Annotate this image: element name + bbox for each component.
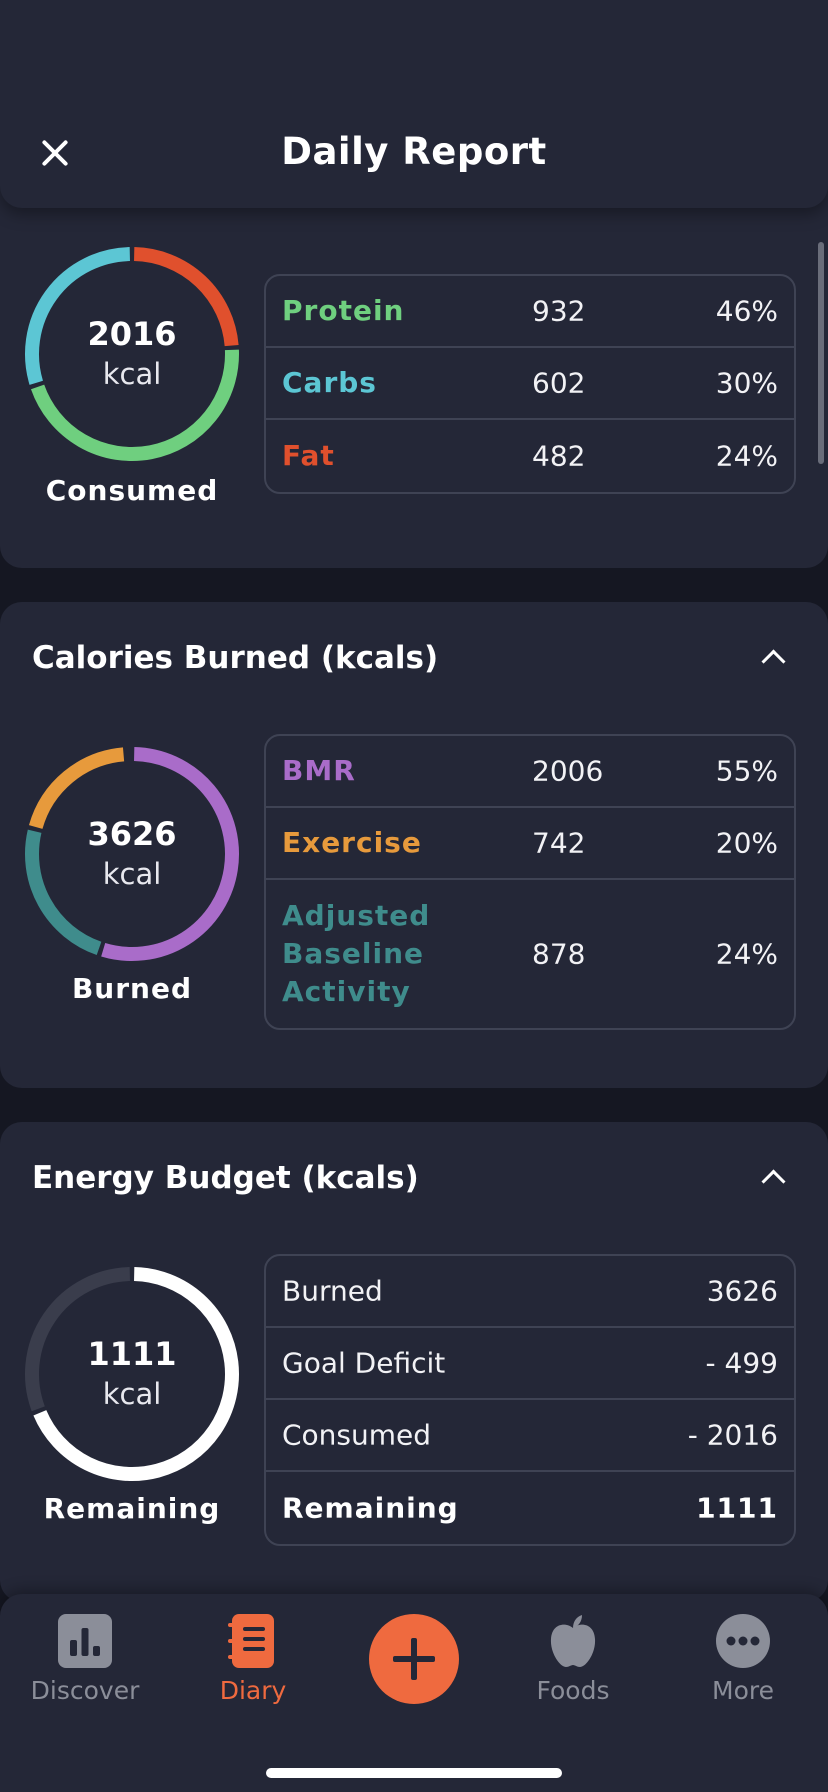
burned-label: Burned: [282, 1274, 383, 1308]
carbs-label: Carbs: [282, 366, 377, 399]
consumed-donut-svg: [25, 247, 239, 461]
bmr-label: BMR: [282, 754, 356, 787]
table-row[interactable]: Adjusted Baseline Activity 878 24%: [266, 880, 794, 1028]
table-row[interactable]: Fat 482 24%: [266, 420, 794, 492]
table-row[interactable]: Remaining 1111: [266, 1472, 794, 1544]
macros-table: Protein 932 46% Carbs 602 30% Fat 482 24…: [264, 274, 796, 494]
remaining-caption: Remaining: [43, 1492, 221, 1525]
remaining-label: Remaining: [282, 1491, 459, 1525]
table-row[interactable]: Exercise 742 20%: [266, 808, 794, 880]
tab-label: Diary: [219, 1676, 287, 1705]
tab-discover[interactable]: Discover: [10, 1614, 160, 1724]
tab-more[interactable]: More: [668, 1614, 818, 1724]
tab-label: More: [712, 1676, 774, 1705]
header: Daily Report: [0, 0, 828, 208]
tab-bar: Discover Diary Foods: [0, 1594, 828, 1792]
exercise-label: Exercise: [282, 826, 422, 859]
fat-label: Fat: [282, 439, 335, 472]
apple-icon: [546, 1614, 600, 1668]
fat-percent: 24%: [715, 439, 778, 473]
table-row[interactable]: Carbs 602 30%: [266, 348, 794, 420]
fat-value: 482: [532, 439, 586, 473]
table-row[interactable]: Burned 3626: [266, 1256, 794, 1328]
burned-value: 3626: [706, 1274, 778, 1308]
exercise-segment: [28, 747, 125, 830]
chevron-up-icon[interactable]: [758, 1162, 788, 1192]
burned-donut-chart: 3626 kcal Burned: [22, 744, 242, 1005]
table-row[interactable]: Protein 932 46%: [266, 276, 794, 348]
tab-label: Foods: [536, 1676, 610, 1705]
chevron-up-icon[interactable]: [758, 642, 788, 672]
consumed-value: - 2016: [687, 1418, 778, 1452]
carbs-value: 602: [532, 366, 586, 400]
baseline-activity-percent: 24%: [715, 937, 778, 971]
add-button[interactable]: [369, 1614, 459, 1704]
fat-segment: [133, 247, 239, 347]
bar-chart-icon: [58, 1614, 112, 1668]
burned-unit: kcal: [102, 857, 162, 891]
baseline-activity-value: 878: [532, 937, 586, 971]
table-row[interactable]: Consumed - 2016: [266, 1400, 794, 1472]
used-segment: [25, 1267, 131, 1412]
consumed-caption: Consumed: [45, 474, 219, 507]
baseline-activity-label: Adjusted Baseline Activity: [282, 899, 431, 1008]
bmr-segment: [101, 747, 239, 961]
card-title: Calories Burned (kcals): [32, 640, 439, 676]
page-title: Daily Report: [281, 130, 547, 173]
calories-burned-card: Calories Burned (kcals) 3626 kcal Burned…: [0, 602, 828, 1088]
scrollbar[interactable]: [818, 242, 824, 464]
burned-caption: Burned: [71, 972, 193, 1005]
protein-value: 932: [532, 294, 586, 328]
remaining-value: 1111: [696, 1491, 778, 1525]
budget-donut-svg: [25, 1267, 239, 1481]
budget-donut-chart: 1111 kcal Remaining: [22, 1264, 242, 1525]
table-row[interactable]: Goal Deficit - 499: [266, 1328, 794, 1400]
remaining-unit: kcal: [102, 1377, 162, 1411]
notebook-icon: [226, 1614, 280, 1668]
bmr-percent: 55%: [715, 754, 778, 788]
burned-total: 3626: [87, 815, 177, 853]
protein-segment: [30, 349, 239, 461]
consumed-card: 2016 kcal Consumed Protein 932 46% Carbs…: [0, 180, 828, 568]
goal-deficit-label: Goal Deficit: [282, 1346, 446, 1380]
carbs-percent: 30%: [715, 366, 778, 400]
exercise-value: 742: [532, 826, 586, 860]
carbs-segment: [25, 247, 131, 385]
consumed-total: 2016: [87, 315, 177, 353]
energy-budget-card: Energy Budget (kcals) 1111 kcal Remainin…: [0, 1122, 828, 1602]
tab-diary[interactable]: Diary: [178, 1614, 328, 1724]
consumed-donut-chart: 2016 kcal Consumed: [22, 244, 242, 507]
goal-deficit-value: - 499: [705, 1346, 778, 1380]
ellipsis-icon: [716, 1614, 770, 1668]
baseline-activity-segment: [25, 829, 102, 956]
protein-percent: 46%: [715, 294, 778, 328]
protein-label: Protein: [282, 294, 405, 327]
table-row[interactable]: BMR 2006 55%: [266, 736, 794, 808]
bmr-value: 2006: [532, 754, 604, 788]
budget-table: Burned 3626 Goal Deficit - 499 Consumed …: [264, 1254, 796, 1546]
exercise-percent: 20%: [715, 826, 778, 860]
tab-foods[interactable]: Foods: [498, 1614, 648, 1724]
tab-label: Discover: [30, 1676, 140, 1705]
burned-table: BMR 2006 55% Exercise 742 20% Adjusted B…: [264, 734, 796, 1030]
remaining-segment: [33, 1267, 239, 1481]
card-title: Energy Budget (kcals): [32, 1160, 419, 1196]
home-indicator: [266, 1768, 562, 1778]
consumed-label: Consumed: [282, 1418, 432, 1452]
burned-donut-svg: [25, 747, 239, 961]
consumed-unit: kcal: [102, 357, 162, 391]
remaining-total: 1111: [87, 1335, 177, 1373]
